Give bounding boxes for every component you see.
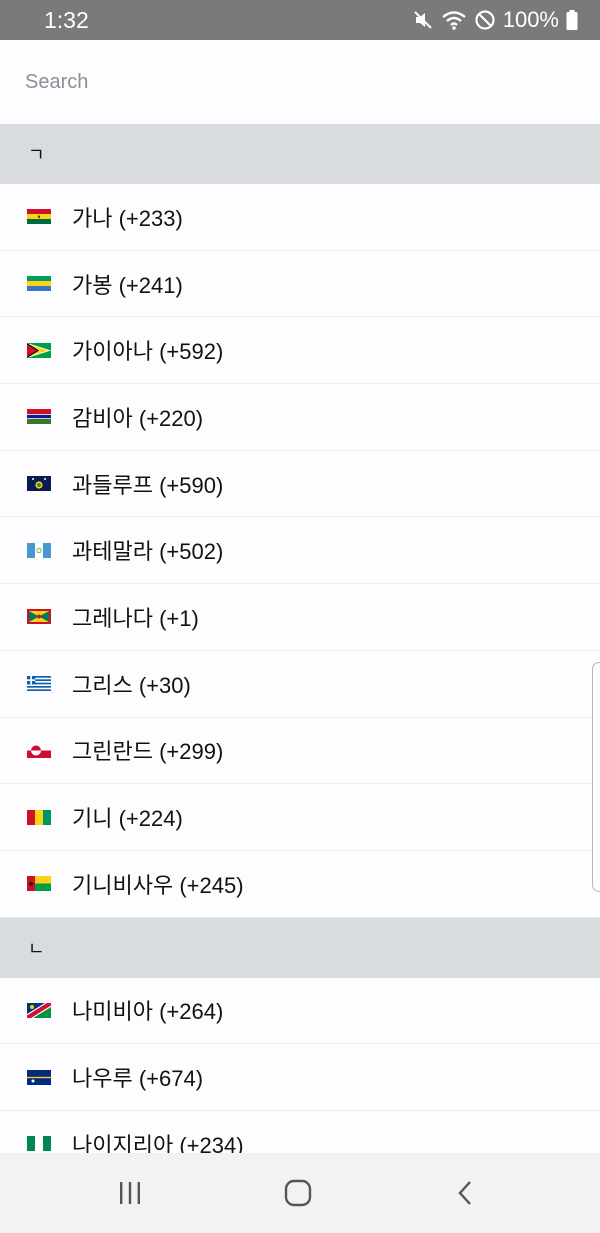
guinea-flag-icon: [27, 809, 51, 825]
list-item-guatemala[interactable]: 과테말라 (+502): [0, 517, 600, 585]
battery-level: 100%: [502, 7, 559, 32]
nauru-flag-icon: [27, 1069, 51, 1085]
list-item-ghana[interactable]: 가나 (+233): [0, 184, 600, 251]
list-item-label: 그린란드 (+299): [72, 739, 224, 765]
section-header-nieun: ㄴ: [0, 917, 600, 978]
list-item-greenland[interactable]: 그린란드 (+299): [0, 717, 600, 785]
battery-icon: [566, 9, 578, 31]
list-item-label: 그리스 (+30): [72, 672, 191, 698]
navigation-bar: [0, 1153, 600, 1233]
list-item-label: 나미비아 (+264): [72, 999, 224, 1025]
list-item-gabon[interactable]: 가봉 (+241): [0, 250, 600, 318]
list-item-nauru[interactable]: 나우루 (+674): [0, 1044, 600, 1111]
list-item-label: 가이아나 (+592): [72, 339, 224, 365]
list-item-label: 기니비사우 (+245): [72, 872, 244, 898]
status-bar: 1:32: [0, 0, 600, 40]
ghana-flag-icon: [27, 209, 51, 225]
do-not-disturb-icon: [474, 9, 496, 31]
recent-apps-icon[interactable]: [112, 1175, 148, 1211]
wifi-icon: [441, 9, 467, 31]
list-item-guadeloupe[interactable]: 과들루프 (+590): [0, 450, 600, 518]
back-icon[interactable]: [448, 1175, 484, 1211]
list-item-label: 그레나다 (+1): [72, 605, 199, 631]
section-header-giyeok: ㄱ: [0, 124, 600, 184]
namibia-flag-icon: [27, 1002, 51, 1018]
list-item-label: 나우루 (+674): [72, 1066, 204, 1092]
greenland-flag-icon: [27, 742, 51, 758]
list-item-guinea-bissau[interactable]: 기니비사우 (+245): [0, 850, 600, 918]
home-icon[interactable]: [280, 1175, 316, 1211]
guinea-bissau-flag-icon: [27, 876, 51, 892]
greece-flag-icon: [27, 676, 51, 692]
country-list: ㄱ 가나 (+233) 가봉 (+241) 가이아나 (+592): [0, 124, 600, 1178]
list-item-label: 과테말라 (+502): [72, 539, 224, 565]
mute-icon: [412, 9, 434, 31]
gambia-flag-icon: [27, 409, 51, 425]
list-item-label: 과들루프 (+590): [72, 472, 224, 498]
grenada-flag-icon: [27, 609, 51, 625]
list-item-greece[interactable]: 그리스 (+30): [0, 650, 600, 718]
list-item-guyana[interactable]: 가이아나 (+592): [0, 317, 600, 385]
list-item-namibia[interactable]: 나미비아 (+264): [0, 977, 600, 1045]
status-icons: 100%: [412, 7, 578, 33]
guyana-flag-icon: [27, 342, 51, 358]
gabon-flag-icon: [27, 276, 51, 292]
search-bar: [0, 40, 600, 124]
nigeria-flag-icon: [27, 1136, 51, 1152]
list-item-guinea[interactable]: 기니 (+224): [0, 784, 600, 851]
list-item-gambia[interactable]: 감비아 (+220): [0, 384, 600, 451]
list-item-label: 감비아 (+220): [72, 405, 204, 431]
fast-scroll-handle[interactable]: [592, 662, 600, 892]
guadeloupe-flag-icon: [27, 476, 51, 492]
list-item-label: 가봉 (+241): [72, 272, 183, 298]
list-item-label: 가나 (+233): [72, 205, 183, 231]
status-time: 1:32: [44, 6, 89, 33]
list-item-label: 기니 (+224): [72, 806, 183, 832]
search-input[interactable]: [25, 70, 565, 94]
list-item-grenada[interactable]: 그레나다 (+1): [0, 584, 600, 651]
guatemala-flag-icon: [27, 542, 51, 558]
